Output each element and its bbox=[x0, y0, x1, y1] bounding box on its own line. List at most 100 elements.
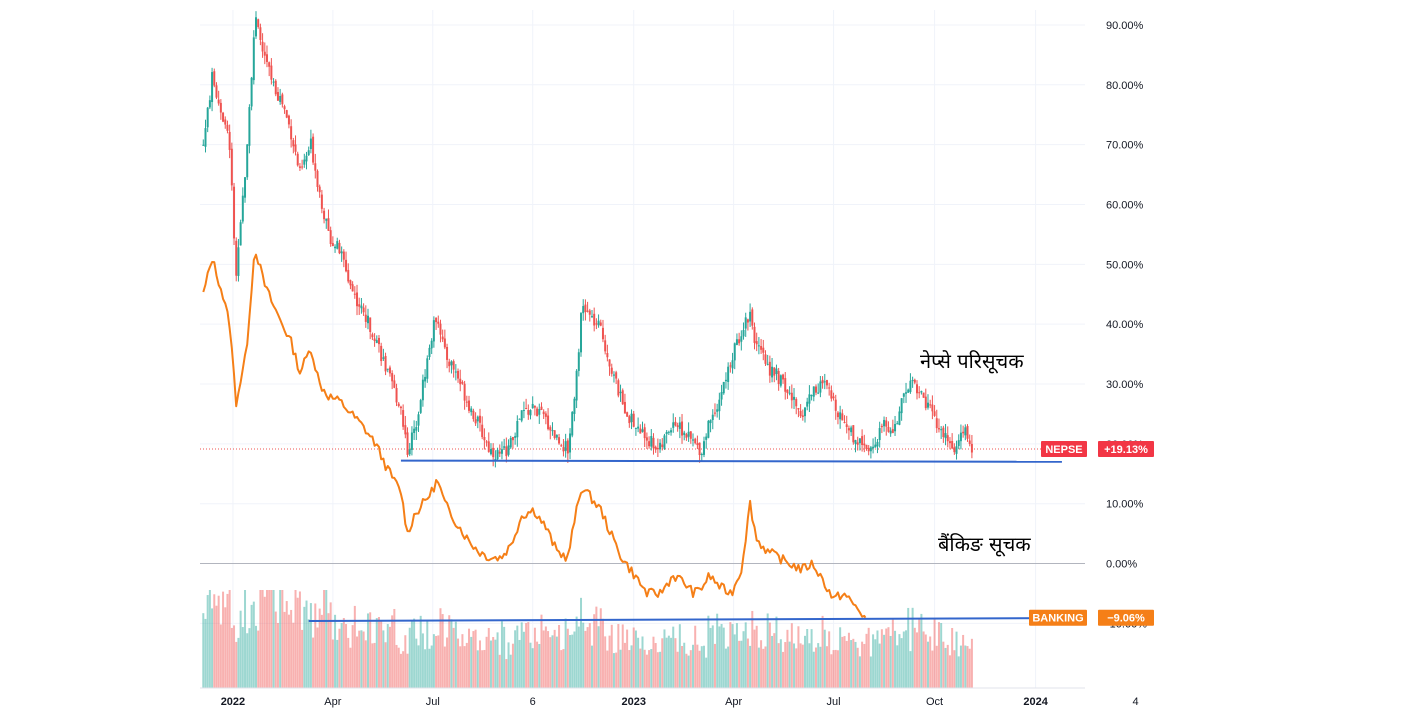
nepse-candle-body[interactable] bbox=[509, 437, 512, 448]
nepse-candle-body[interactable] bbox=[540, 406, 543, 410]
nepse-candle-body[interactable] bbox=[966, 426, 969, 439]
nepse-candle-body[interactable] bbox=[771, 366, 774, 378]
nepse-candle-body[interactable] bbox=[755, 341, 758, 345]
nepse-candle-body[interactable] bbox=[279, 96, 282, 102]
nepse-candle-body[interactable] bbox=[362, 307, 365, 313]
nepse-candle-body[interactable] bbox=[259, 27, 262, 40]
nepse-candle-body[interactable] bbox=[254, 17, 257, 37]
nepse-candle-body[interactable] bbox=[511, 437, 514, 441]
nepse-candle-body[interactable] bbox=[711, 414, 714, 421]
nepse-candle-body[interactable] bbox=[373, 338, 376, 341]
nepse-candle-body[interactable] bbox=[931, 404, 934, 412]
nepse-candle-body[interactable] bbox=[584, 304, 587, 312]
nepse-candle-body[interactable] bbox=[735, 339, 738, 345]
nepse-candle-body[interactable] bbox=[213, 71, 216, 86]
nepse-candle-body[interactable] bbox=[494, 459, 497, 461]
nepse-candle-body[interactable] bbox=[382, 357, 385, 359]
nepse-candle-body[interactable] bbox=[836, 412, 839, 418]
nepse-candle-body[interactable] bbox=[465, 401, 468, 403]
nepse-candle-body[interactable] bbox=[804, 407, 807, 417]
nepse-candle-body[interactable] bbox=[841, 413, 844, 421]
nepse-candle-body[interactable] bbox=[404, 425, 407, 435]
nepse-candle-body[interactable] bbox=[272, 81, 275, 83]
nepse-candle-body[interactable] bbox=[953, 447, 956, 453]
nepse-candle-body[interactable] bbox=[318, 186, 321, 193]
nepse-candle-body[interactable] bbox=[786, 389, 789, 393]
nepse-candle-body[interactable] bbox=[894, 424, 897, 432]
nepse-candle-body[interactable] bbox=[345, 259, 348, 272]
nepse-candle-body[interactable] bbox=[648, 441, 651, 447]
nepse-candle-body[interactable] bbox=[307, 150, 310, 156]
nepse-candle-body[interactable] bbox=[314, 163, 317, 171]
nepse-candle-body[interactable] bbox=[790, 392, 793, 401]
nepse-candle-body[interactable] bbox=[856, 442, 859, 445]
nepse-candle-body[interactable] bbox=[551, 430, 554, 432]
nepse-candle-body[interactable] bbox=[951, 440, 954, 449]
nepse-candle-body[interactable] bbox=[865, 444, 868, 450]
nepse-candle-body[interactable] bbox=[446, 346, 449, 360]
nepse-candle-body[interactable] bbox=[435, 317, 438, 323]
nepse-candle-body[interactable] bbox=[351, 284, 354, 292]
nepse-candle-body[interactable] bbox=[505, 446, 508, 457]
nepse-candle-body[interactable] bbox=[375, 340, 378, 343]
nepse-candle-body[interactable] bbox=[202, 144, 205, 146]
nepse-candle-body[interactable] bbox=[597, 320, 600, 326]
nepse-candle-body[interactable] bbox=[562, 447, 565, 452]
nepse-candle-body[interactable] bbox=[233, 186, 236, 239]
nepse-candle-body[interactable] bbox=[621, 390, 624, 405]
nepse-candle-body[interactable] bbox=[850, 427, 853, 433]
nepse-candle-body[interactable] bbox=[753, 326, 756, 343]
nepse-candle-body[interactable] bbox=[946, 435, 949, 442]
nepse-candle-body[interactable] bbox=[553, 430, 556, 439]
nepse-candle-body[interactable] bbox=[874, 444, 877, 448]
nepse-candle-body[interactable] bbox=[869, 447, 872, 452]
nepse-candle-body[interactable] bbox=[582, 306, 585, 314]
nepse-candle-body[interactable] bbox=[472, 410, 475, 420]
nepse-candle-body[interactable] bbox=[215, 85, 218, 98]
nepse-candle-body[interactable] bbox=[722, 381, 725, 394]
nepse-candle-body[interactable] bbox=[448, 361, 451, 367]
nepse-candle-body[interactable] bbox=[918, 392, 921, 394]
nepse-candle-body[interactable] bbox=[219, 102, 222, 113]
nepse-candle-body[interactable] bbox=[261, 41, 264, 52]
nepse-candle-body[interactable] bbox=[569, 433, 572, 453]
nepse-candle-body[interactable] bbox=[347, 269, 350, 282]
nepse-candle-body[interactable] bbox=[667, 431, 670, 433]
nepse-candle-body[interactable] bbox=[731, 360, 734, 369]
nepse-candle-body[interactable] bbox=[276, 92, 279, 101]
nepse-candle-body[interactable] bbox=[529, 410, 532, 416]
nepse-candle-body[interactable] bbox=[417, 414, 420, 426]
nepse-candle-body[interactable] bbox=[246, 144, 249, 178]
nepse-candle-body[interactable] bbox=[911, 380, 914, 382]
nepse-candle-body[interactable] bbox=[885, 420, 888, 427]
nepse-candle-body[interactable] bbox=[645, 437, 648, 441]
nepse-candle-body[interactable] bbox=[676, 425, 679, 428]
nepse-candle-body[interactable] bbox=[887, 426, 890, 432]
nepse-candle-body[interactable] bbox=[942, 427, 945, 438]
nepse-candle-body[interactable] bbox=[470, 408, 473, 413]
nepse-candle-body[interactable] bbox=[652, 437, 655, 449]
nepse-candle-body[interactable] bbox=[713, 412, 716, 414]
nepse-candle-body[interactable] bbox=[924, 396, 927, 409]
nepse-candle-body[interactable] bbox=[226, 124, 229, 131]
nepse-candle-body[interactable] bbox=[700, 453, 703, 456]
nepse-candle-body[interactable] bbox=[237, 247, 240, 276]
nepse-candle-body[interactable] bbox=[922, 392, 925, 398]
nepse-candle-body[interactable] bbox=[518, 418, 521, 420]
nepse-candle-body[interactable] bbox=[847, 428, 850, 431]
nepse-candle-body[interactable] bbox=[573, 398, 576, 414]
nepse-candle-body[interactable] bbox=[503, 446, 506, 448]
nepse-candle-body[interactable] bbox=[450, 361, 453, 366]
nepse-candle-body[interactable] bbox=[303, 159, 306, 165]
nepse-candle-body[interactable] bbox=[738, 339, 741, 344]
nepse-candle-body[interactable] bbox=[290, 126, 293, 140]
nepse-candle-body[interactable] bbox=[681, 421, 684, 436]
nepse-candle-body[interactable] bbox=[560, 445, 563, 447]
nepse-candle-body[interactable] bbox=[674, 421, 677, 426]
nepse-candle-body[interactable] bbox=[696, 443, 699, 446]
nepse-candle-body[interactable] bbox=[439, 323, 442, 335]
nepse-candle-body[interactable] bbox=[610, 367, 613, 374]
nepse-candle-body[interactable] bbox=[437, 321, 440, 324]
nepse-candle-body[interactable] bbox=[222, 112, 225, 122]
nepse-candle-body[interactable] bbox=[742, 329, 745, 337]
